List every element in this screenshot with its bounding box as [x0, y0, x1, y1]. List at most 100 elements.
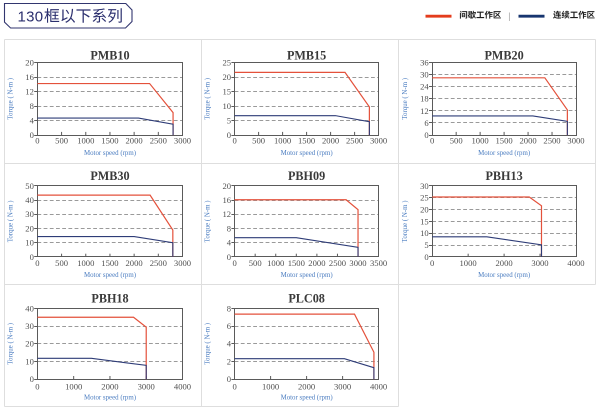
svg-text:2000: 2000: [322, 136, 339, 146]
svg-text:3000: 3000: [567, 136, 584, 146]
svg-text:8: 8: [30, 101, 34, 111]
svg-text:Torque ( N-m ): Torque ( N-m ): [205, 323, 212, 365]
svg-text:1000: 1000: [472, 136, 489, 146]
svg-text:PMB20: PMB20: [484, 49, 523, 63]
svg-text:Motor speed (rpm): Motor speed (rpm): [281, 150, 333, 157]
svg-text:0: 0: [30, 252, 34, 262]
svg-text:1000: 1000: [65, 382, 82, 392]
svg-text:1500: 1500: [101, 258, 118, 268]
svg-text:500: 500: [450, 136, 463, 146]
svg-text:2: 2: [227, 356, 231, 366]
svg-text:0: 0: [232, 382, 236, 392]
svg-text:15: 15: [223, 86, 232, 96]
svg-text:0: 0: [227, 130, 231, 140]
svg-text:30: 30: [420, 70, 429, 80]
svg-text:Torque ( N-m ): Torque ( N-m ): [402, 200, 409, 242]
svg-text:20: 20: [223, 72, 232, 82]
svg-text:0: 0: [30, 130, 34, 140]
svg-text:2500: 2500: [346, 136, 363, 146]
svg-text:15: 15: [420, 216, 429, 226]
svg-text:10: 10: [25, 356, 34, 366]
svg-text:Torque ( N-m ): Torque ( N-m ): [7, 200, 14, 242]
svg-text:20: 20: [25, 57, 34, 67]
svg-text:500: 500: [55, 258, 68, 268]
svg-text:PMB10: PMB10: [90, 49, 129, 63]
svg-text:Motor speed (rpm): Motor speed (rpm): [281, 395, 333, 402]
svg-text:8: 8: [227, 303, 231, 313]
svg-text:50: 50: [25, 181, 34, 191]
svg-text:1500: 1500: [496, 136, 513, 146]
svg-text:20: 20: [223, 181, 232, 191]
svg-text:10: 10: [25, 238, 34, 248]
svg-text:1500: 1500: [298, 136, 315, 146]
svg-text:4: 4: [30, 116, 35, 126]
svg-text:1000: 1000: [460, 258, 477, 268]
svg-text:2500: 2500: [150, 136, 167, 146]
svg-text:Torque ( N-m ): Torque ( N-m ): [7, 323, 14, 365]
svg-text:0: 0: [227, 252, 231, 262]
svg-text:0: 0: [430, 136, 434, 146]
svg-text:PMB30: PMB30: [90, 169, 129, 183]
svg-text:3000: 3000: [138, 382, 155, 392]
svg-text:25: 25: [420, 193, 429, 203]
svg-text:20: 20: [25, 223, 34, 233]
svg-text:1000: 1000: [77, 258, 94, 268]
svg-text:5: 5: [424, 240, 428, 250]
svg-text:0: 0: [424, 130, 428, 140]
svg-text:4000: 4000: [567, 258, 584, 268]
svg-text:500: 500: [55, 136, 68, 146]
svg-text:2000: 2000: [520, 136, 537, 146]
svg-text:2000: 2000: [496, 258, 513, 268]
svg-text:2500: 2500: [543, 136, 560, 146]
svg-text:24: 24: [420, 82, 429, 92]
svg-text:36: 36: [420, 57, 429, 67]
svg-text:2500: 2500: [329, 258, 346, 268]
svg-text:Motor speed (rpm): Motor speed (rpm): [84, 395, 136, 402]
svg-text:4000: 4000: [370, 382, 387, 392]
svg-text:0: 0: [430, 258, 434, 268]
svg-text:12: 12: [25, 86, 34, 96]
svg-text:0: 0: [227, 374, 231, 384]
svg-text:10: 10: [420, 228, 429, 238]
svg-text:PBH09: PBH09: [288, 169, 325, 183]
svg-text:Motor speed (rpm): Motor speed (rpm): [281, 272, 333, 279]
svg-text:2000: 2000: [298, 382, 315, 392]
svg-text:6: 6: [424, 118, 429, 128]
svg-text:16: 16: [25, 72, 34, 82]
svg-text:25: 25: [223, 57, 232, 67]
svg-text:Motor speed (rpm): Motor speed (rpm): [478, 272, 530, 279]
svg-text:Motor speed (rpm): Motor speed (rpm): [84, 272, 136, 279]
svg-text:3000: 3000: [531, 258, 548, 268]
svg-text:40: 40: [25, 303, 34, 313]
svg-text:Torque ( N-m ): Torque ( N-m ): [7, 78, 14, 120]
svg-text:8: 8: [227, 223, 231, 233]
svg-text:2500: 2500: [150, 258, 167, 268]
svg-text:10: 10: [223, 101, 232, 111]
svg-text:130: 130: [18, 8, 44, 25]
svg-text:0: 0: [232, 258, 236, 268]
svg-text:Motor speed (rpm): Motor speed (rpm): [478, 150, 530, 157]
svg-text:0: 0: [424, 252, 428, 262]
svg-text:3500: 3500: [370, 258, 387, 268]
svg-text:3000: 3000: [174, 136, 191, 146]
svg-text:2000: 2000: [308, 258, 325, 268]
svg-text:0: 0: [35, 382, 39, 392]
svg-text:Torque ( N-m ): Torque ( N-m ): [402, 78, 409, 120]
svg-text:5: 5: [227, 116, 231, 126]
svg-text:3000: 3000: [174, 258, 191, 268]
svg-text:PBH13: PBH13: [485, 169, 522, 183]
svg-text:12: 12: [223, 209, 232, 219]
svg-text:PMB15: PMB15: [287, 49, 326, 63]
svg-text:1000: 1000: [262, 382, 279, 392]
svg-text:Torque ( N-m ): Torque ( N-m ): [205, 200, 212, 242]
svg-text:4000: 4000: [174, 382, 191, 392]
svg-text:12: 12: [420, 106, 429, 116]
svg-text:0: 0: [30, 374, 34, 384]
svg-text:6: 6: [227, 321, 232, 331]
svg-text:0: 0: [232, 136, 236, 146]
svg-text:Torque ( N-m ): Torque ( N-m ): [205, 78, 212, 120]
svg-text:PBH18: PBH18: [91, 292, 128, 306]
svg-text:0: 0: [35, 136, 39, 146]
svg-text:40: 40: [25, 195, 34, 205]
svg-text:4: 4: [227, 339, 232, 349]
